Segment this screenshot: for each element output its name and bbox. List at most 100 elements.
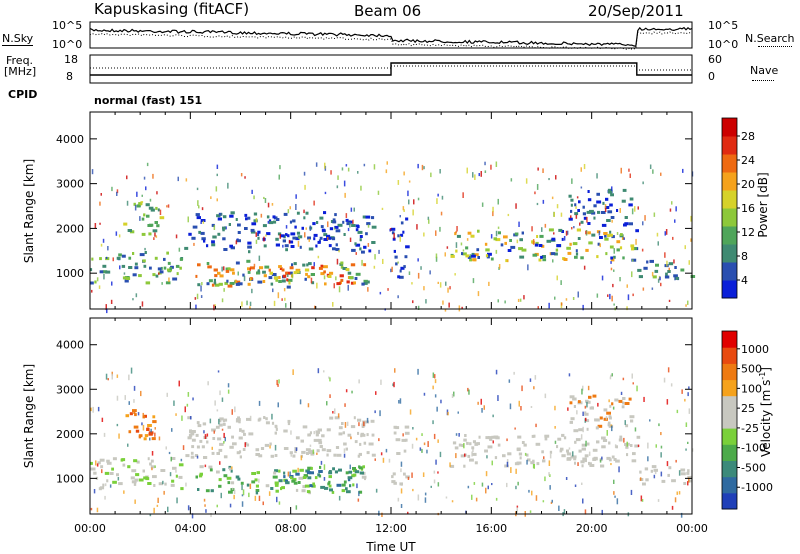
echo-cell — [393, 233, 395, 239]
echo-cell — [685, 422, 688, 427]
echo-cell — [589, 464, 595, 467]
echo-cell — [582, 212, 586, 216]
echo-cell — [141, 201, 144, 204]
echo-cell — [472, 447, 474, 453]
echo-cell — [251, 480, 256, 484]
echo-cell — [264, 443, 269, 447]
echo-cell — [153, 507, 155, 514]
echo-cell — [144, 247, 146, 251]
echo-cell — [393, 481, 397, 485]
echo-cell — [531, 226, 533, 232]
echo-cell — [580, 460, 585, 464]
echo-cell — [289, 471, 291, 476]
echo-cell — [624, 216, 628, 219]
echo-cell — [132, 409, 137, 413]
echo-cell — [180, 458, 183, 462]
echo-cell — [249, 415, 252, 422]
echo-cell — [514, 232, 519, 236]
echo-cell — [504, 241, 507, 245]
echo-cell — [572, 451, 574, 457]
echo-cell — [387, 288, 389, 291]
echo-cell — [191, 438, 196, 442]
xtick-label: 20:00 — [576, 522, 608, 535]
echo-cell — [588, 462, 592, 466]
echo-cell — [349, 237, 352, 242]
echo-cell — [246, 483, 250, 487]
echo-cell — [481, 408, 483, 413]
echo-cell — [211, 451, 215, 455]
echo-cell — [563, 509, 566, 515]
echo-cell — [249, 301, 252, 306]
echo-cell — [619, 435, 623, 439]
echo-cell — [532, 239, 535, 245]
echo-cell — [527, 264, 529, 271]
echo-cell — [598, 231, 601, 236]
echo-cell — [642, 287, 645, 291]
echo-cell — [291, 479, 296, 483]
colorbar-tick-label: 4 — [741, 274, 748, 287]
echo-cell — [135, 473, 140, 477]
echo-cell — [128, 374, 130, 381]
echo-cell — [558, 505, 560, 511]
echo-cell — [463, 443, 465, 449]
echo-cell — [329, 227, 334, 231]
echo-cell — [321, 228, 326, 232]
echo-cell — [607, 190, 613, 194]
echo-cell — [99, 257, 102, 261]
echo-cell — [334, 213, 337, 217]
echo-cell — [101, 469, 103, 474]
echo-cell — [589, 209, 594, 213]
echo-cell — [307, 403, 310, 408]
echo-cell — [161, 282, 163, 285]
station-title: Kapuskasing (fitACF) — [94, 0, 250, 18]
echo-cell — [347, 478, 351, 482]
echo-cell — [297, 467, 299, 473]
echo-cell — [474, 253, 479, 257]
echo-cell — [90, 461, 93, 465]
colorbar-tick-label: 24 — [741, 154, 755, 167]
echo-cell — [154, 232, 156, 237]
echo-cell — [611, 186, 613, 191]
echo-cell — [497, 231, 501, 235]
echo-cell — [363, 421, 365, 427]
echo-cell — [611, 295, 613, 302]
colorbar-tick-label: -1000 — [741, 481, 773, 494]
echo-cell — [596, 200, 602, 204]
echo-cell — [335, 248, 340, 251]
echo-cell — [216, 164, 219, 169]
echo-cell — [262, 224, 267, 228]
echo-cell — [615, 445, 618, 449]
echo-cell — [270, 282, 274, 286]
echo-cell — [102, 483, 105, 487]
echo-cell — [220, 492, 222, 499]
echo-cell — [487, 436, 492, 440]
echo-cell — [168, 451, 171, 455]
echo-cell — [357, 454, 361, 458]
echo-cell — [592, 448, 598, 452]
ytick-label: 2000 — [56, 428, 84, 441]
echo-cell — [102, 238, 105, 243]
echo-cell — [121, 458, 126, 462]
echo-cell — [485, 254, 489, 258]
echo-cell — [405, 217, 409, 221]
echo-cell — [379, 410, 381, 417]
echo-cell — [434, 379, 437, 384]
echo-cell — [153, 237, 155, 240]
echo-cell — [375, 391, 377, 395]
echo-cell — [591, 211, 596, 215]
colorbar-tick-label: 16 — [741, 202, 755, 215]
echo-cell — [200, 221, 202, 224]
echo-cell — [651, 465, 657, 469]
echo-cell — [195, 433, 199, 437]
echo-cell — [627, 294, 630, 301]
echo-cell — [163, 257, 166, 261]
echo-cell — [269, 445, 271, 449]
echo-cell — [349, 484, 352, 488]
power-colorbar-label: Power [dB] — [756, 172, 770, 237]
echo-cell — [584, 509, 587, 515]
echo-cell — [419, 447, 422, 451]
echo-cell — [607, 294, 609, 297]
echo-cell — [355, 272, 361, 276]
echo-cell — [554, 440, 557, 444]
echo-cell — [278, 280, 282, 283]
